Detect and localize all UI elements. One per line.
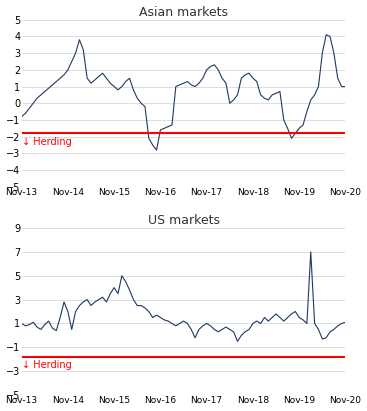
Text: ↓ Herding: ↓ Herding	[22, 360, 71, 370]
Title: US markets: US markets	[148, 214, 219, 227]
Text: ↓ Herding: ↓ Herding	[22, 138, 71, 148]
Title: Asian markets: Asian markets	[139, 6, 228, 18]
